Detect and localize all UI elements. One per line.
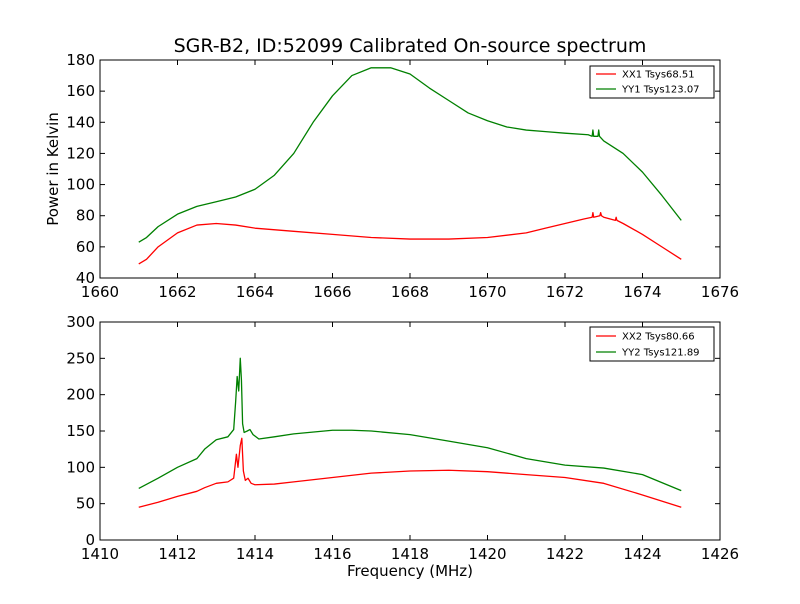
top-legend-label-xx1: XX1 Tsys68.51 <box>622 70 695 81</box>
top-axis-ticks <box>99 59 721 279</box>
bottom-series-lines <box>138 357 682 508</box>
top-panel: 1660 1662 1664 1666 1668 1670 1672 1674 1676 40 60… <box>44 51 739 301</box>
top-y-tick-label: 80 <box>76 207 95 225</box>
top-y-tick-label: 60 <box>76 238 95 256</box>
bottom-legend-label-yy2: YY2 Tsys121.89 <box>621 348 700 359</box>
bottom-y-tick-label: 150 <box>66 422 95 440</box>
bottom-x-tick-label: 1418 <box>391 545 429 563</box>
top-x-tick-label: 1666 <box>313 283 351 301</box>
top-x-tick-label: 1662 <box>158 283 196 301</box>
bottom-series-line-yy <box>138 357 682 492</box>
bottom-y-tick-label: 0 <box>85 531 95 549</box>
top-y-tick-label: 100 <box>66 176 95 194</box>
top-y-tick-label: 160 <box>66 82 95 100</box>
bottom-y-tick-label: 250 <box>66 349 95 367</box>
bottom-x-tick-label: 1416 <box>313 545 351 563</box>
bottom-y-tick-label: 100 <box>66 458 95 476</box>
top-x-tick-label: 1664 <box>236 283 274 301</box>
top-y-axis-label: Power in Kelvin <box>44 112 62 226</box>
bottom-x-tick-label: 1422 <box>546 545 584 563</box>
top-x-tick-label: 1676 <box>701 283 739 301</box>
top-series-line-yy <box>138 67 682 243</box>
bottom-y-tick-label: 200 <box>66 386 95 404</box>
bottom-legend: XX2 Tsys80.66 YY2 Tsys121.89 <box>589 326 715 362</box>
top-x-tick-label: 1674 <box>623 283 661 301</box>
top-x-tick-label: 1660 <box>81 283 119 301</box>
bottom-y-tick-label: 50 <box>76 495 95 513</box>
top-y-tick-label: 40 <box>76 269 95 287</box>
bottom-axis-tick-labels: 1410 1412 1414 1416 1418 1420 1422 1424 1426 0 50 1… <box>66 313 739 563</box>
top-y-tick-label: 140 <box>66 113 95 131</box>
top-legend-label-yy1: YY1 Tsys123.07 <box>621 85 700 96</box>
bottom-x-tick-label: 1414 <box>236 545 274 563</box>
bottom-y-tick-label: 300 <box>66 313 95 331</box>
bottom-series-line-xx <box>138 437 682 508</box>
top-x-tick-label: 1672 <box>546 283 584 301</box>
top-legend-box <box>589 65 715 99</box>
bottom-legend-label-xx2: XX2 Tsys80.66 <box>622 332 695 343</box>
bottom-axis-ticks <box>99 321 721 541</box>
bottom-x-axis-label: Frequency (MHz) <box>347 562 473 580</box>
top-axis-tick-labels: 1660 1662 1664 1666 1668 1670 1672 1674 1676 40 60… <box>66 51 739 301</box>
top-y-tick-label: 180 <box>66 51 95 69</box>
bottom-x-tick-label: 1420 <box>468 545 506 563</box>
bottom-x-tick-label: 1410 <box>81 545 119 563</box>
bottom-x-tick-label: 1412 <box>158 545 196 563</box>
bottom-x-tick-label: 1426 <box>701 545 739 563</box>
top-series-line-xx <box>138 211 682 265</box>
bottom-x-tick-label: 1424 <box>623 545 661 563</box>
top-legend: XX1 Tsys68.51 YY1 Tsys123.07 <box>589 65 715 99</box>
top-x-tick-label: 1670 <box>468 283 506 301</box>
top-series-lines <box>138 67 682 265</box>
top-y-tick-label: 120 <box>66 144 95 162</box>
chart-title: SGR-B2, ID:52099 Calibrated On-source sp… <box>174 35 647 57</box>
top-x-tick-label: 1668 <box>391 283 429 301</box>
bottom-legend-box <box>589 326 715 362</box>
bottom-panel: 1410 1412 1414 1416 1418 1420 1422 1424 1426 0 50 1… <box>66 313 739 580</box>
